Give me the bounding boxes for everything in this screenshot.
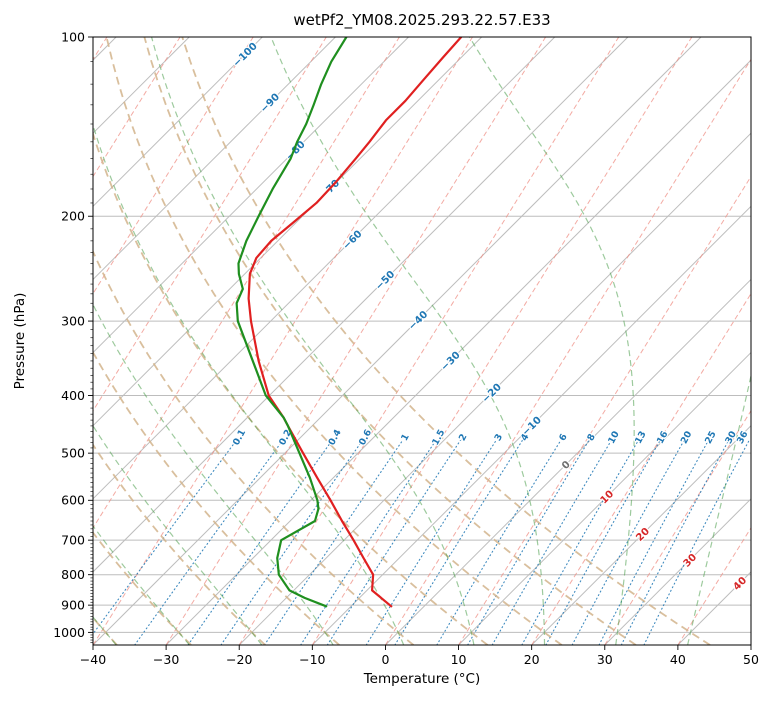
- x-tick-label: 40: [670, 652, 686, 667]
- x-tick-label: 50: [743, 652, 759, 667]
- red-dashed-guides: [93, 37, 751, 645]
- y-tick-label: 600: [61, 493, 85, 508]
- isotherm-label: −50: [374, 269, 398, 293]
- mixing-ratio-label: 1.5: [430, 428, 447, 448]
- x-tick-label: 10: [451, 652, 467, 667]
- y-tick-label: 800: [61, 567, 85, 582]
- mixing-ratio-label: 3: [492, 432, 505, 443]
- dry-adiabats: [93, 37, 711, 645]
- y-tick-label: 300: [61, 313, 85, 328]
- mixing-ratio-label: 16: [655, 429, 671, 445]
- isotherm-label: −30: [439, 350, 463, 374]
- y-axis-title: Pressure (hPa): [12, 292, 28, 390]
- mixing-ratio-label: 1: [399, 432, 412, 443]
- x-tick-label: −20: [226, 652, 252, 667]
- x-tick-label: −30: [153, 652, 179, 667]
- y-tick-label: 100: [61, 29, 85, 44]
- mixing-ratio-label: 10: [606, 429, 622, 445]
- plot-border: [92, 36, 752, 646]
- isotherm-label: 20: [634, 526, 652, 544]
- chart-title: wetPf2_YM08.2025.293.22.57.E33: [293, 11, 551, 29]
- isotherm-label: −20: [480, 382, 504, 406]
- x-tick-label: 30: [597, 652, 613, 667]
- mixing-ratio-label: 2: [457, 432, 470, 443]
- y-tick-label: 900: [61, 598, 85, 613]
- mixing-ratio-label: 20: [679, 429, 695, 445]
- isotherm-label: −90: [259, 92, 283, 116]
- mixing-ratio-label: 13: [633, 429, 649, 445]
- x-tick-label: 0: [381, 652, 389, 667]
- plot-area: −100−90−80−70−60−50−40−30−20−10010203040…: [93, 37, 751, 645]
- dewpoint-curve: [235, 37, 348, 608]
- x-tick-label: 20: [524, 652, 540, 667]
- y-tick-label: 200: [61, 209, 85, 224]
- y-tick-label: 1000: [53, 625, 85, 640]
- isotherm-label: −60: [341, 229, 365, 253]
- mixing-ratio-label: 6: [557, 432, 570, 443]
- x-tick-label: −10: [299, 652, 325, 667]
- mixing-ratio-label: 0.1: [231, 428, 248, 448]
- isotherm-label: 30: [682, 552, 700, 570]
- y-tick-label: 700: [61, 533, 85, 548]
- mixing-ratio-label: 0.6: [357, 428, 374, 448]
- y-tick-label: 500: [61, 446, 85, 461]
- moist-adiabats: [93, 37, 751, 645]
- y-tick-label: 400: [61, 388, 85, 403]
- isotherm-label: 0: [560, 459, 573, 472]
- isotherm-label: 40: [731, 575, 749, 593]
- temperature-curve: [247, 37, 463, 608]
- pressure-gridlines: [93, 37, 751, 633]
- isotherm-label: 10: [599, 489, 617, 507]
- mixing-ratio-label: 0.4: [326, 428, 343, 448]
- isotherm-label: −100: [231, 41, 259, 69]
- isotherm-lines: [93, 37, 751, 645]
- mixing-ratio-label: 36: [735, 429, 751, 445]
- sounding-profiles: [235, 37, 463, 608]
- x-tick-label: −40: [80, 652, 106, 667]
- x-axis-title: Temperature (°C): [363, 671, 481, 687]
- mixing-ratio-label: 25: [703, 429, 719, 445]
